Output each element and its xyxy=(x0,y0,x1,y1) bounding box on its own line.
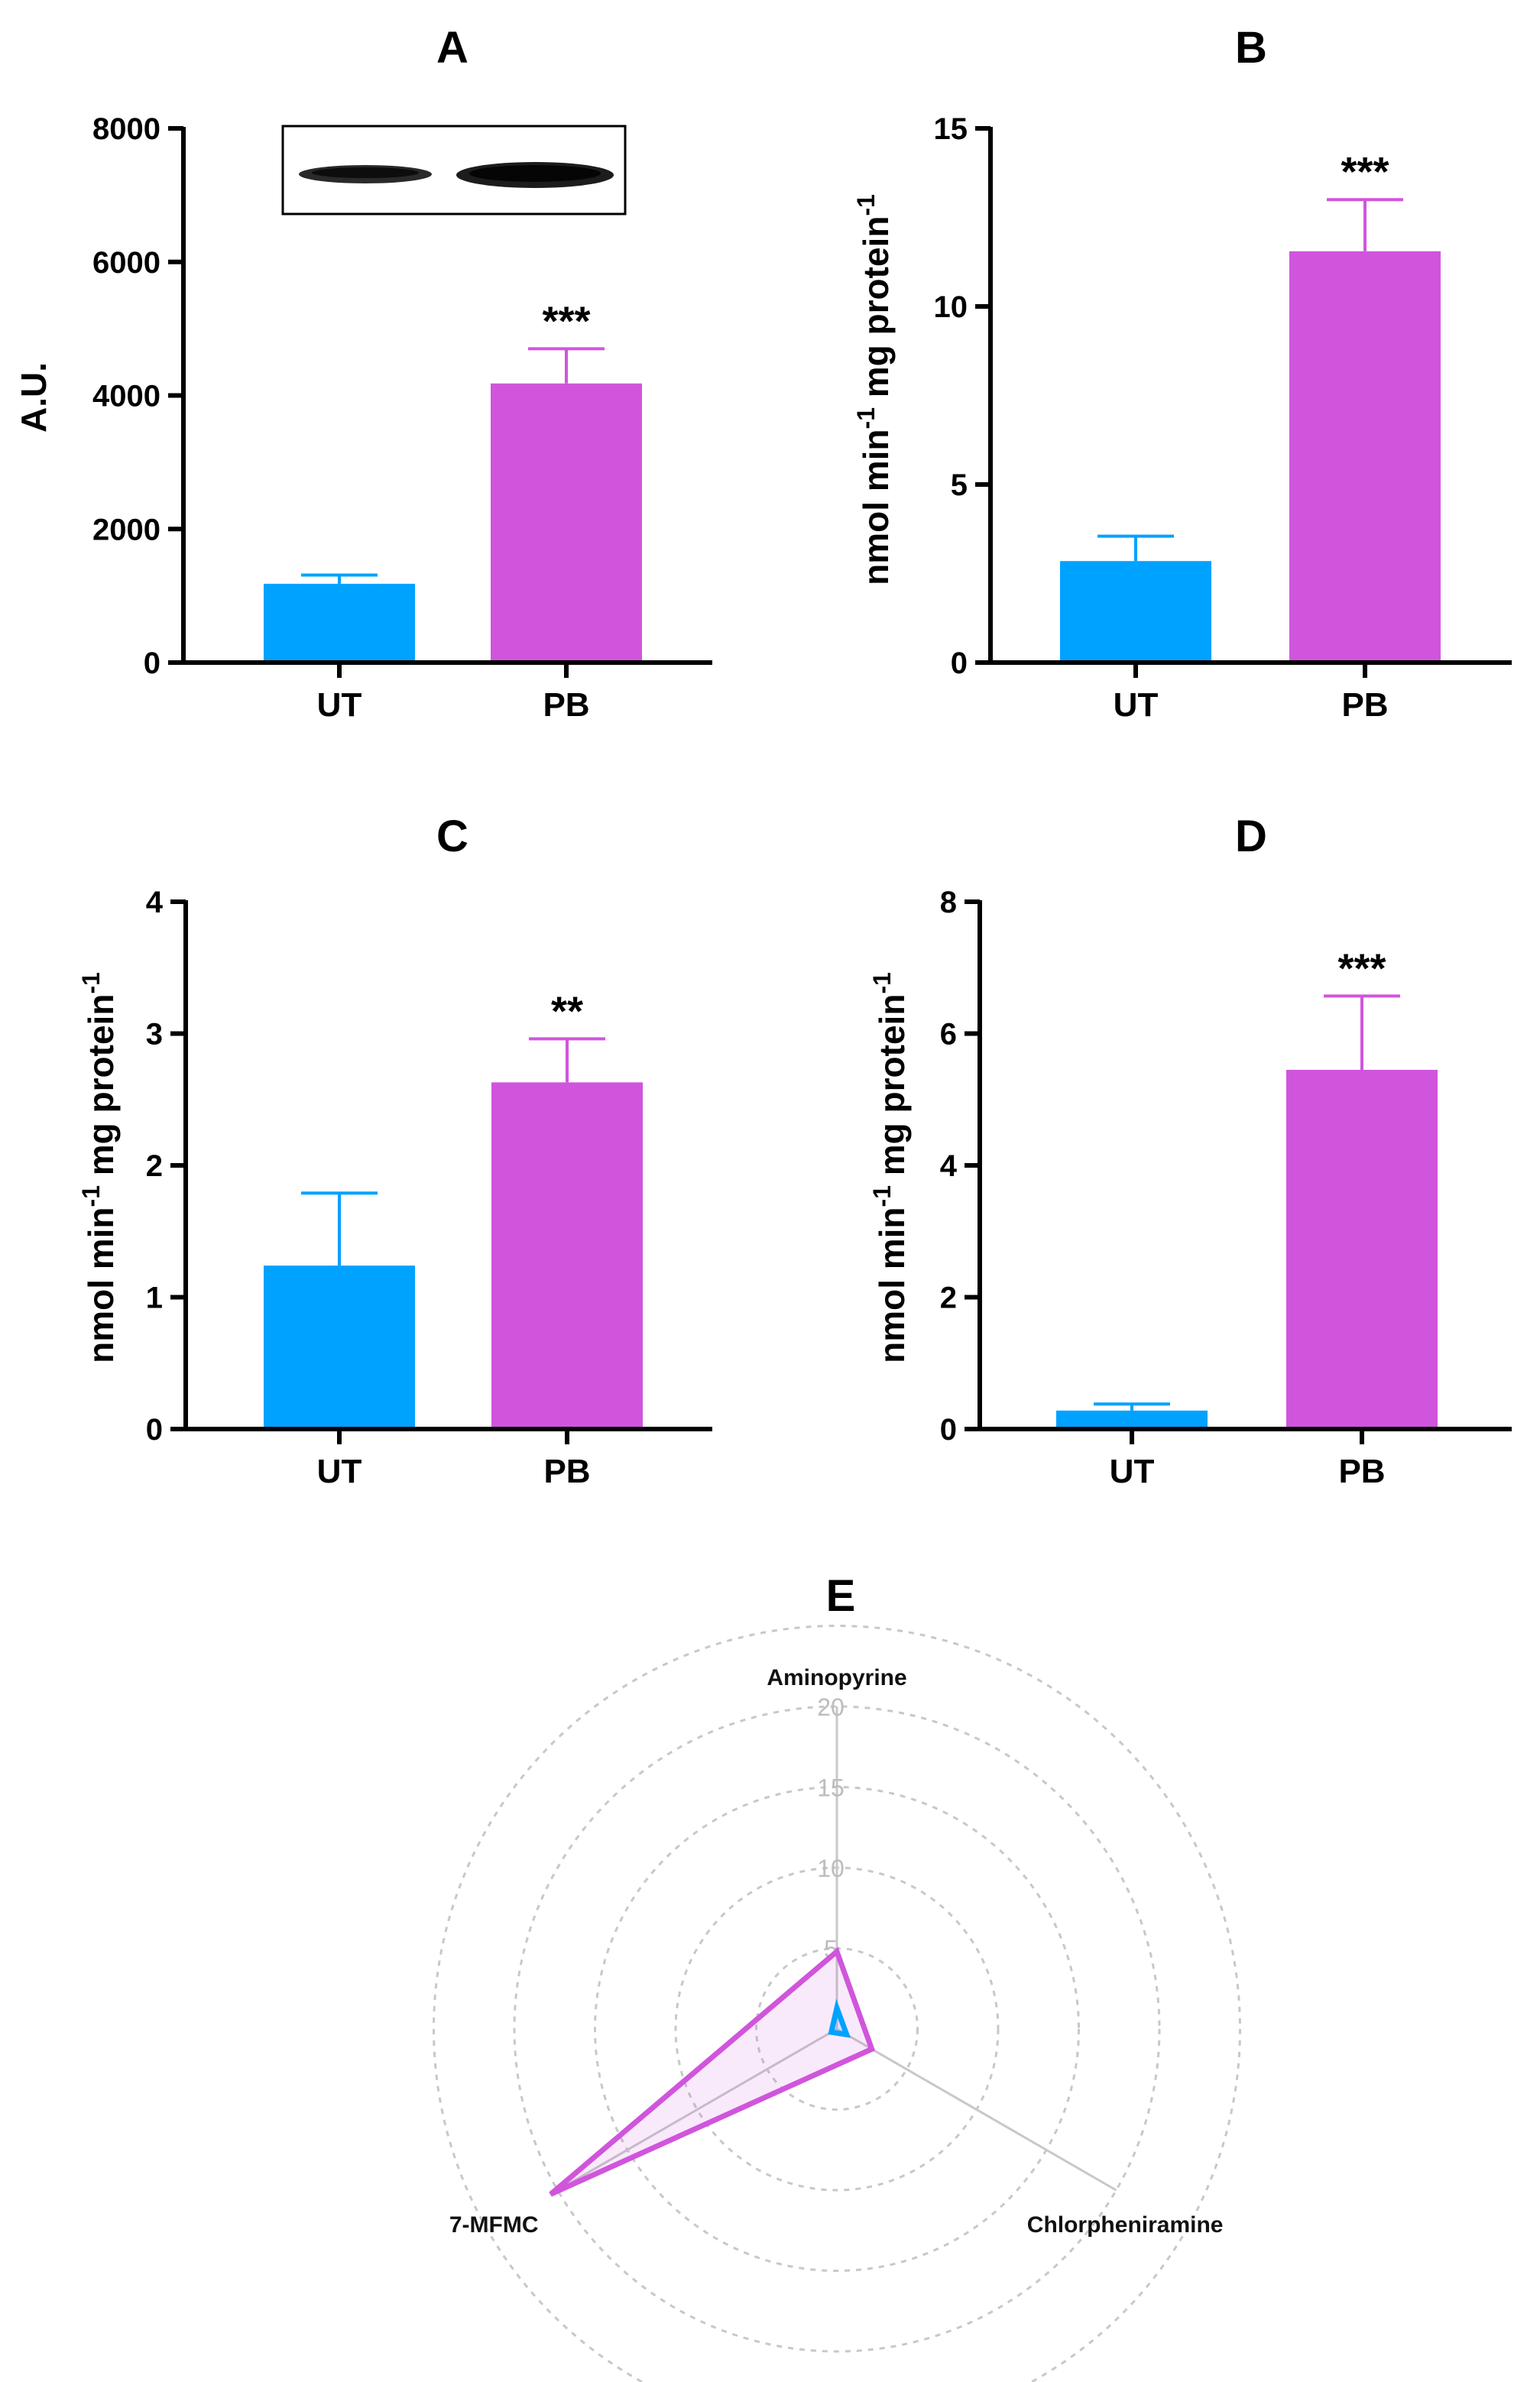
panel-c-bar-ut xyxy=(264,1266,415,1429)
panel-d-bar-pb xyxy=(1286,1069,1438,1429)
panel-e-axis-label-aminopyrine: Aminopyrine xyxy=(767,1665,906,1690)
panel-d-y-axis-title-sup-1: -1 xyxy=(868,1185,896,1207)
panel-d-x-tick-ut: UT xyxy=(1110,1453,1155,1490)
panel-a-plot: UT *** PB 0 2000 4000 6000 8000 xyxy=(92,112,712,724)
panel-e-label: E xyxy=(826,1571,856,1621)
panel-e-radial-tick-label: 20 xyxy=(817,1693,845,1721)
panel-d-significance-pb: *** xyxy=(1337,945,1386,991)
panel-e: E 5101520AminopyrineChlorpheniramine7-MF… xyxy=(433,1571,1241,2382)
panel-a-x-tick-ut: UT xyxy=(317,686,362,724)
panel-e-spoke-7-mfmc xyxy=(556,2027,838,2192)
panel-b-label: B xyxy=(1235,23,1267,73)
panel-c-bar-pb xyxy=(491,1082,643,1429)
panel-c-y-tick-label: 1 xyxy=(146,1282,163,1315)
panel-b-bar-ut xyxy=(1060,561,1211,663)
panel-b-y-tick-label: 10 xyxy=(934,290,968,324)
panel-c-plot: UT ** PB 0 1 2 3 4 xyxy=(146,886,712,1490)
panel-c-x-tick-ut: UT xyxy=(317,1453,362,1490)
panel-d-y-axis-title: nmol min-1 mg protein-1 xyxy=(868,972,912,1363)
panel-d-y-tick-label: 0 xyxy=(940,1413,957,1447)
panel-c-significance-pb: ** xyxy=(551,988,583,1034)
panel-a-y-tick-label: 4000 xyxy=(92,380,160,413)
panel-c-y-tick-label: 0 xyxy=(146,1413,163,1447)
panel-b-y-tick-label: 5 xyxy=(951,468,968,502)
panel-a-western-blot-inset xyxy=(281,125,627,216)
panel-a-bar-ut xyxy=(264,583,415,663)
panel-a: A A.U. UT *** PB 0 2000 4000 6000 8000 xyxy=(14,23,712,724)
panel-a-significance-pb: *** xyxy=(542,298,590,344)
panel-e-axis-label-7-mfmc: 7-MFMC xyxy=(449,2212,539,2238)
panel-a-y-tick-label: 8000 xyxy=(92,112,160,146)
panel-c-y-axis-title-sup-1: -1 xyxy=(77,1185,105,1207)
panel-c-y-axis-title: nmol min-1 mg protein-1 xyxy=(77,972,121,1363)
panel-a-x-tick-pb: PB xyxy=(543,686,589,724)
panel-e-series-ut xyxy=(828,1998,851,2038)
panel-c-y-tick-label: 3 xyxy=(146,1018,163,1052)
panel-a-label: A xyxy=(436,23,468,73)
panel-d-y-tick-label: 2 xyxy=(940,1282,957,1315)
panel-c-y-axis-title-sup-2: -1 xyxy=(77,972,105,993)
panel-c-y-axis-title-part-2: mg protein xyxy=(81,994,121,1185)
panel-d-label: D xyxy=(1235,812,1267,861)
panel-b-y-axis-title-part-1: nmol min xyxy=(856,429,896,585)
panel-e-radial-tick-label: 15 xyxy=(817,1774,845,1802)
panel-e-axis-label-chlorpheniramine: Chlorpheniramine xyxy=(1027,2212,1224,2238)
panel-e-radial-tick-label: 10 xyxy=(817,1855,845,1882)
panel-d-y-tick-label: 4 xyxy=(940,1149,958,1183)
panel-b-significance-pb: *** xyxy=(1341,149,1389,195)
panel-b-plot: UT *** PB 0 5 10 15 xyxy=(934,112,1512,724)
panel-b-y-tick-label: 0 xyxy=(951,647,968,680)
panel-b-y-axis-title-part-2: mg protein xyxy=(856,216,896,407)
panel-c-y-tick-label: 4 xyxy=(146,886,164,919)
panel-d-y-axis-title-part-2: mg protein xyxy=(872,994,912,1185)
panel-e-outer-ring xyxy=(433,1625,1241,2382)
panel-d-y-axis-title-part-1: nmol min xyxy=(872,1207,912,1363)
panel-d-bar-ut xyxy=(1056,1410,1208,1429)
panel-d-y-tick-label: 6 xyxy=(940,1018,957,1052)
panel-c-x-tick-pb: PB xyxy=(543,1453,590,1490)
panel-b-bar-pb xyxy=(1289,251,1441,663)
panel-a-bar-pb xyxy=(491,383,642,663)
panel-a-y-tick-label: 6000 xyxy=(92,246,160,280)
panel-c-y-axis-title-part-1: nmol min xyxy=(81,1207,121,1363)
panel-e-grid-ring xyxy=(513,1705,1161,2353)
panel-b-y-axis-title-sup-2: -1 xyxy=(852,194,880,216)
panel-e-spoke-chlorpheniramine xyxy=(836,2027,1117,2192)
panel-d-y-axis-title-sup-2: -1 xyxy=(868,972,896,993)
panel-b-y-axis-title-sup-1: -1 xyxy=(852,407,880,429)
panel-b-y-tick-label: 15 xyxy=(934,112,968,146)
panel-d-y-tick-label: 8 xyxy=(940,886,957,919)
panel-a-y-tick-label: 0 xyxy=(144,647,160,680)
panel-a-y-axis-title: A.U. xyxy=(14,362,53,433)
panel-a-y-tick-label: 2000 xyxy=(92,513,160,546)
panel-c-y-tick-label: 2 xyxy=(146,1149,163,1183)
panel-c-label: C xyxy=(436,812,468,861)
panel-b-x-tick-ut: UT xyxy=(1114,686,1159,724)
panel-e-series-pb xyxy=(549,1946,876,2197)
panel-b-x-tick-pb: PB xyxy=(1341,686,1388,724)
panel-d-x-tick-pb: PB xyxy=(1338,1453,1385,1490)
panel-b-y-axis-title: nmol min-1 mg protein-1 xyxy=(852,194,896,585)
panel-d-plot: UT *** PB 0 2 4 6 8 xyxy=(940,886,1512,1490)
